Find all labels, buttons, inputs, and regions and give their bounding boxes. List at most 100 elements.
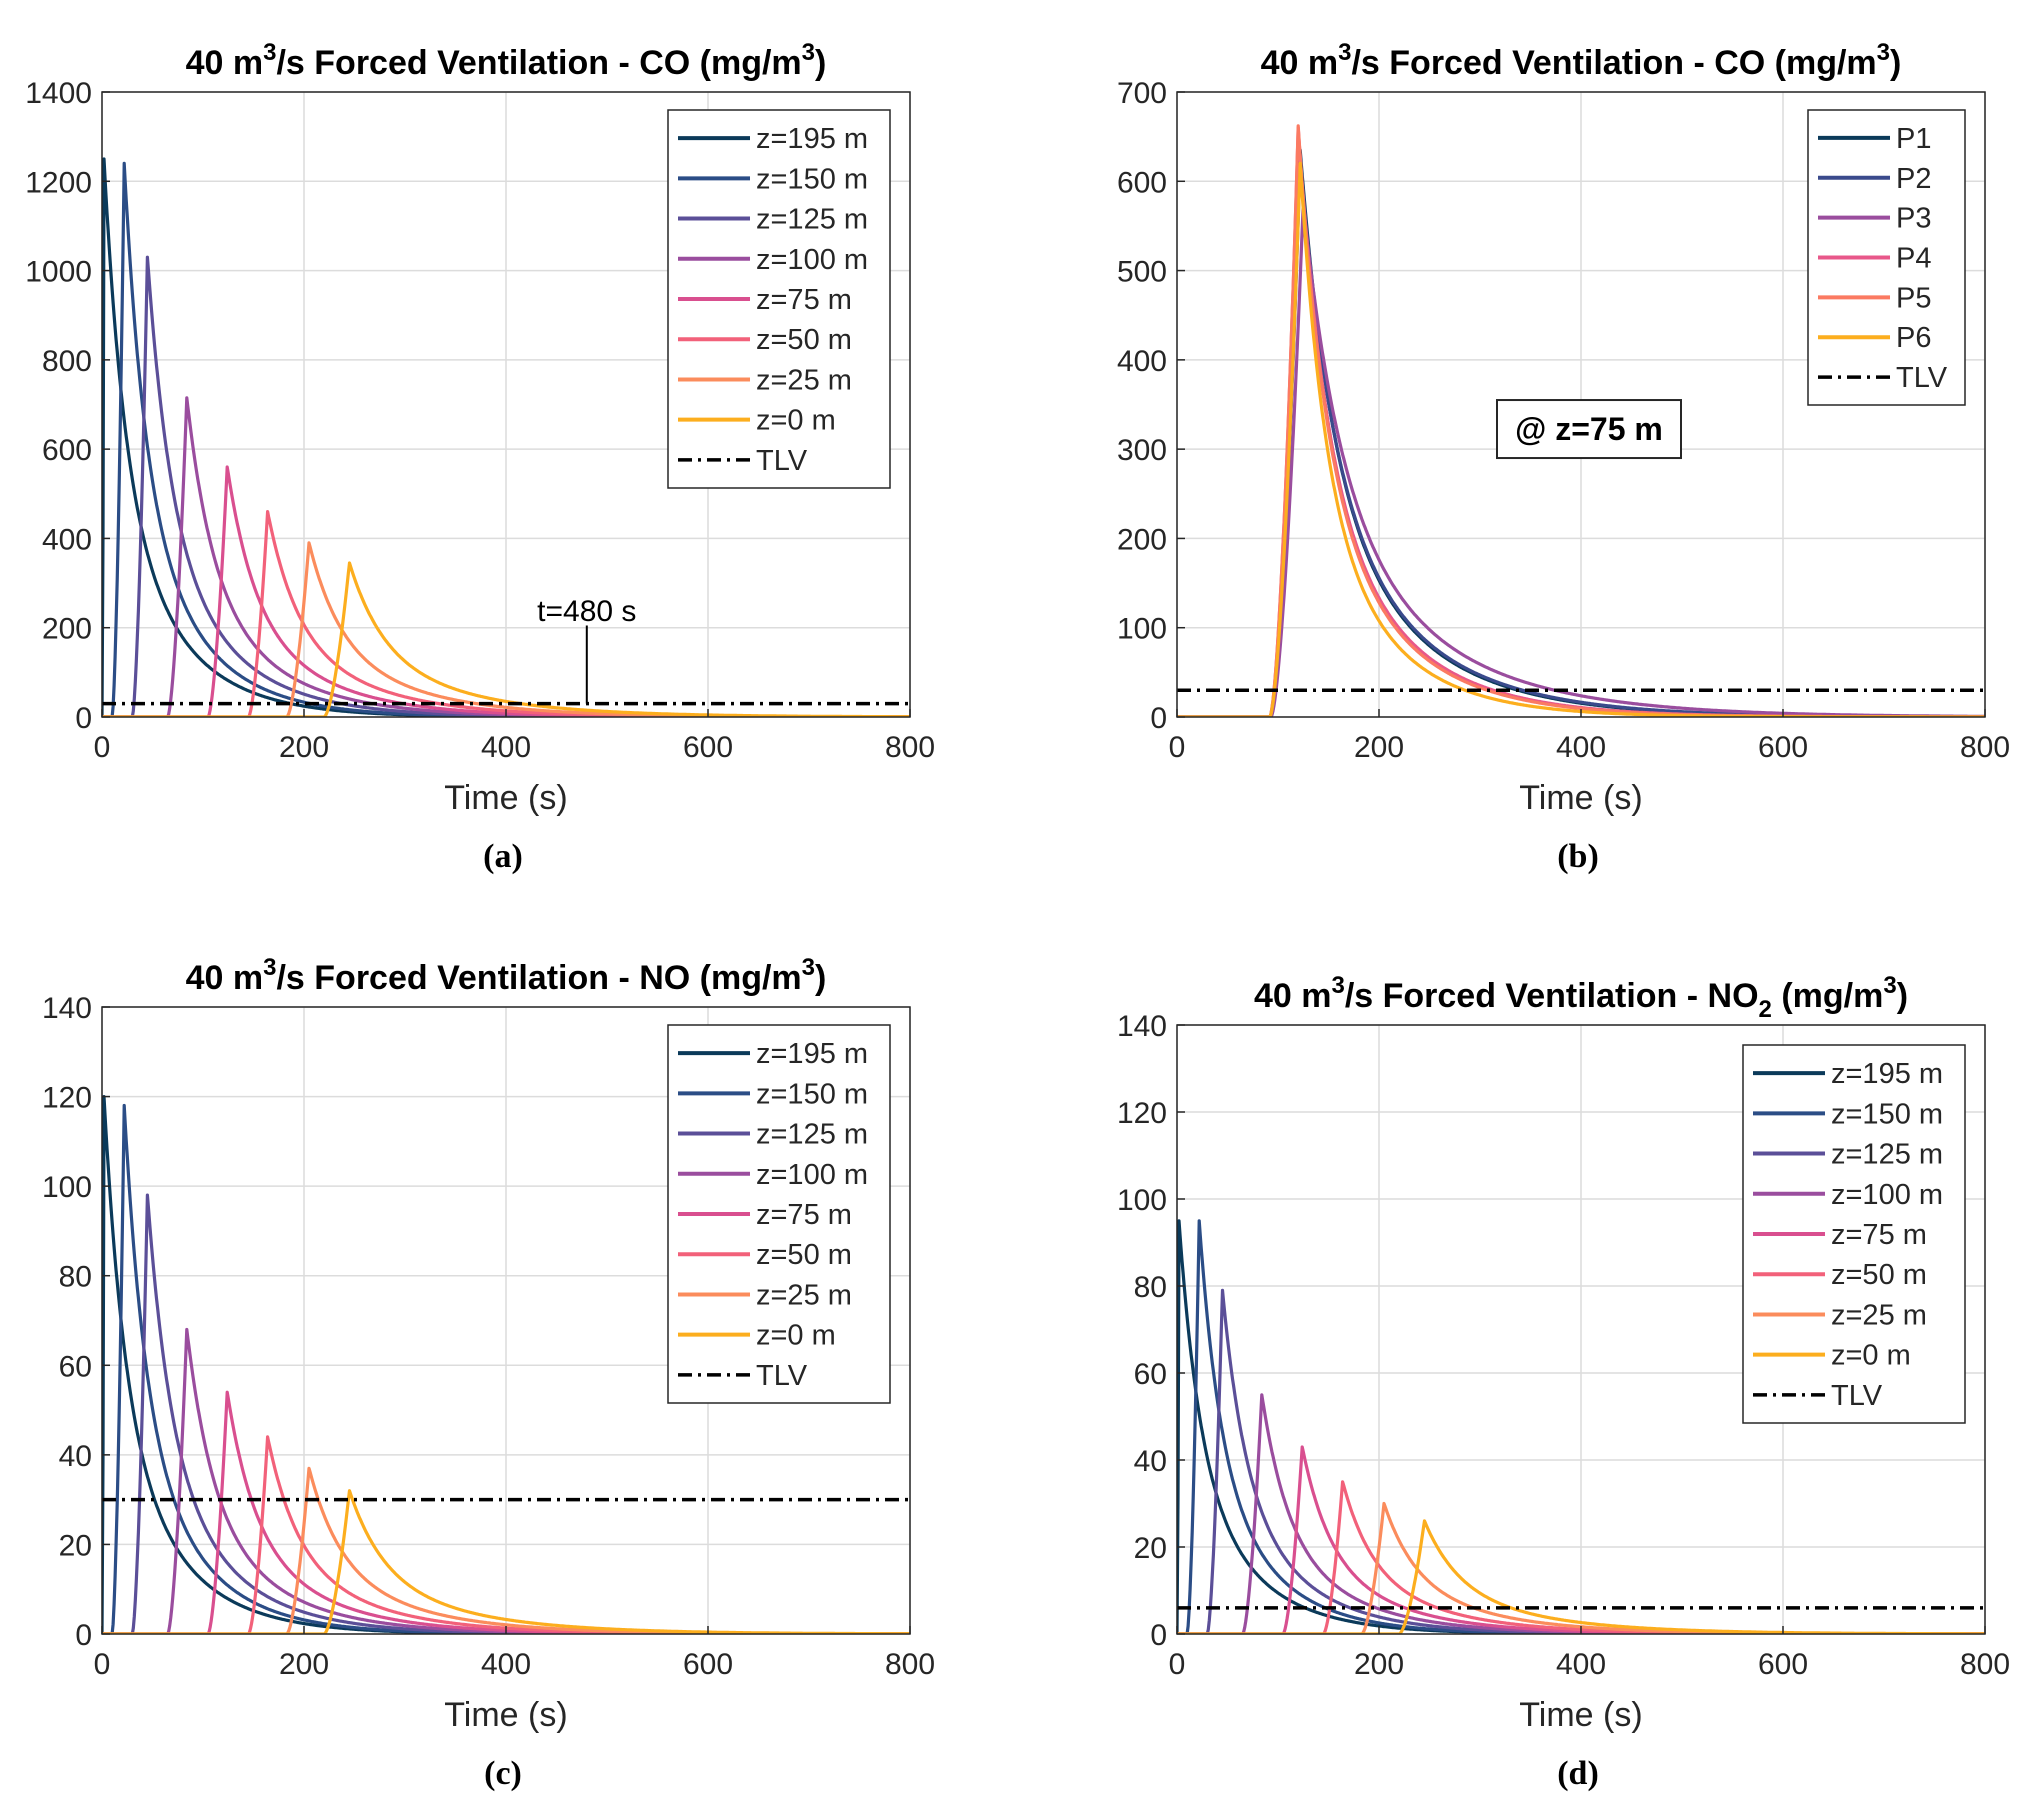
x-tick-label: 600 <box>683 1648 733 1681</box>
y-tick-label: 100 <box>1117 1184 1167 1217</box>
x-tick-label: 600 <box>1758 1648 1808 1681</box>
y-tick-label: 0 <box>75 702 92 735</box>
legend: z=195 m z=150 m z=125 m z=100 m z=75 m z=50 m… <box>667 109 891 489</box>
legend-label-tlv: TLV <box>756 445 808 477</box>
legend-label-z-150-m: z=150 m <box>756 163 868 195</box>
y-tick-label: 140 <box>42 992 92 1025</box>
legend-label-z-150-m: z=150 m <box>1831 1098 1943 1130</box>
legend-label-z-0-m: z=0 m <box>756 1320 836 1352</box>
y-tick-label: 300 <box>1117 434 1167 467</box>
y-tick-label: 0 <box>1150 1619 1167 1652</box>
y-tick-label: 40 <box>1134 1445 1167 1478</box>
annotation-text: t=480 s <box>537 595 636 628</box>
y-tick-label: 500 <box>1117 256 1167 289</box>
x-tick-label: 200 <box>279 731 329 764</box>
y-tick-label: 0 <box>75 1619 92 1652</box>
chart-title: 40 m3/s Forced Ventilation - CO (mg/m3) <box>186 39 827 82</box>
legend-label-z-50-m: z=50 m <box>756 324 852 356</box>
y-tick-label: 700 <box>1117 77 1167 110</box>
legend-label-p5: P5 <box>1896 282 1931 314</box>
legend-label-tlv: TLV <box>756 1360 808 1392</box>
chart-panel-b: 0 200 400 600 800 0 100 200 300 400 500 600 700 40 m3… <box>1117 39 2010 875</box>
legend-label-z-125-m: z=125 m <box>756 1119 868 1151</box>
series-line-z-0-m <box>102 1489 910 1634</box>
legend-label-z-50-m: z=50 m <box>756 1239 852 1271</box>
legend-label-z-0-m: z=0 m <box>1831 1340 1911 1372</box>
legend: P1 P2 P3 P4 P5 P6 TLV <box>1807 109 1966 406</box>
x-tick-label: 400 <box>1556 731 1606 764</box>
text-box-label: @ z=75 m <box>1515 411 1663 447</box>
y-tick-label: 200 <box>1117 523 1167 556</box>
y-tick-label: 800 <box>42 345 92 378</box>
legend: z=195 m z=150 m z=125 m z=100 m z=75 m z=50 m… <box>667 1024 891 1404</box>
chart-panel-c: 0 200 400 600 800 0 20 40 60 80 100 120 140 40 m3/s F… <box>42 954 935 1792</box>
panel-caption: (b) <box>1557 838 1599 875</box>
y-tick-label: 0 <box>1150 702 1167 735</box>
x-tick-label: 0 <box>94 731 111 764</box>
legend: z=195 m z=150 m z=125 m z=100 m z=75 m z=50 m… <box>1742 1044 1966 1424</box>
x-tick-label: 600 <box>1758 731 1808 764</box>
panel-caption: (d) <box>1557 1755 1599 1792</box>
legend-label-p2: P2 <box>1896 163 1931 195</box>
y-tick-label: 600 <box>1117 166 1167 199</box>
x-axis-label: Time (s) <box>444 779 567 817</box>
y-tick-label: 20 <box>1134 1532 1167 1565</box>
legend-label-z-100-m: z=100 m <box>1831 1179 1943 1211</box>
legend-label-tlv: TLV <box>1896 362 1948 394</box>
chart-title: 40 m3/s Forced Ventilation - NO2 (mg/m3) <box>1254 972 1908 1023</box>
x-tick-label: 0 <box>94 1648 111 1681</box>
y-tick-label: 60 <box>59 1350 92 1383</box>
series-line-z-0-m <box>1177 1519 1985 1634</box>
x-tick-label: 800 <box>1960 1648 2010 1681</box>
y-tick-label: 200 <box>42 613 92 646</box>
panel-caption: (c) <box>484 1755 522 1792</box>
x-tick-label: 800 <box>885 1648 935 1681</box>
legend-label-z-195-m: z=195 m <box>1831 1058 1943 1090</box>
y-tick-label: 100 <box>42 1171 92 1204</box>
legend-label-z-25-m: z=25 m <box>756 1279 852 1311</box>
chart-panel-a: 0 200 400 600 800 0 200 400 600 800 1000 1200 1400 40… <box>25 39 935 875</box>
legend-label-z-195-m: z=195 m <box>756 1038 868 1070</box>
chart-title: 40 m3/s Forced Ventilation - NO (mg/m3) <box>186 954 827 997</box>
legend-label-z-75-m: z=75 m <box>756 1199 852 1231</box>
legend-label-tlv: TLV <box>1831 1380 1883 1412</box>
legend-label-z-150-m: z=150 m <box>756 1078 868 1110</box>
legend-label-z-0-m: z=0 m <box>756 405 836 437</box>
x-tick-label: 400 <box>481 731 531 764</box>
legend-label-z-75-m: z=75 m <box>1831 1219 1927 1251</box>
y-tick-label: 120 <box>1117 1097 1167 1130</box>
x-tick-label: 800 <box>1960 731 2010 764</box>
x-tick-label: 200 <box>1354 731 1404 764</box>
text-box <box>1496 399 1682 460</box>
legend-label-z-100-m: z=100 m <box>756 1159 868 1191</box>
x-tick-label: 200 <box>279 1648 329 1681</box>
y-tick-label: 40 <box>59 1440 92 1473</box>
x-tick-label: 800 <box>885 731 935 764</box>
ticks: 0 200 400 600 800 0 20 40 60 80 100 120 140 <box>42 992 935 1681</box>
x-axis-label: Time (s) <box>1519 1696 1642 1734</box>
y-tick-label: 80 <box>59 1261 92 1294</box>
x-axis-label: Time (s) <box>444 1696 567 1734</box>
y-tick-label: 140 <box>1117 1010 1167 1043</box>
x-axis-label: Time (s) <box>1519 779 1642 817</box>
x-tick-label: 600 <box>683 731 733 764</box>
chart-panel-d: 0 200 400 600 800 0 20 40 60 80 100 120 140 40 m3/s F… <box>1117 972 2010 1792</box>
legend-label-z-25-m: z=25 m <box>1831 1299 1927 1331</box>
legend-label-z-100-m: z=100 m <box>756 244 868 276</box>
y-tick-label: 100 <box>1117 613 1167 646</box>
legend-label-p4: P4 <box>1896 243 1931 275</box>
y-tick-label: 1400 <box>25 77 92 110</box>
series-line-z-0-m <box>102 561 910 717</box>
y-tick-label: 60 <box>1134 1358 1167 1391</box>
y-tick-label: 400 <box>42 523 92 556</box>
chart-title: 40 m3/s Forced Ventilation - CO (mg/m3) <box>1261 39 1902 82</box>
legend-label-z-195-m: z=195 m <box>756 123 868 155</box>
legend-label-z-25-m: z=25 m <box>756 364 852 396</box>
x-tick-label: 0 <box>1169 1648 1186 1681</box>
legend-label-p3: P3 <box>1896 203 1931 235</box>
y-tick-label: 80 <box>1134 1271 1167 1304</box>
x-tick-label: 400 <box>481 1648 531 1681</box>
legend-label-z-125-m: z=125 m <box>1831 1139 1943 1171</box>
legend-box <box>667 1024 891 1404</box>
